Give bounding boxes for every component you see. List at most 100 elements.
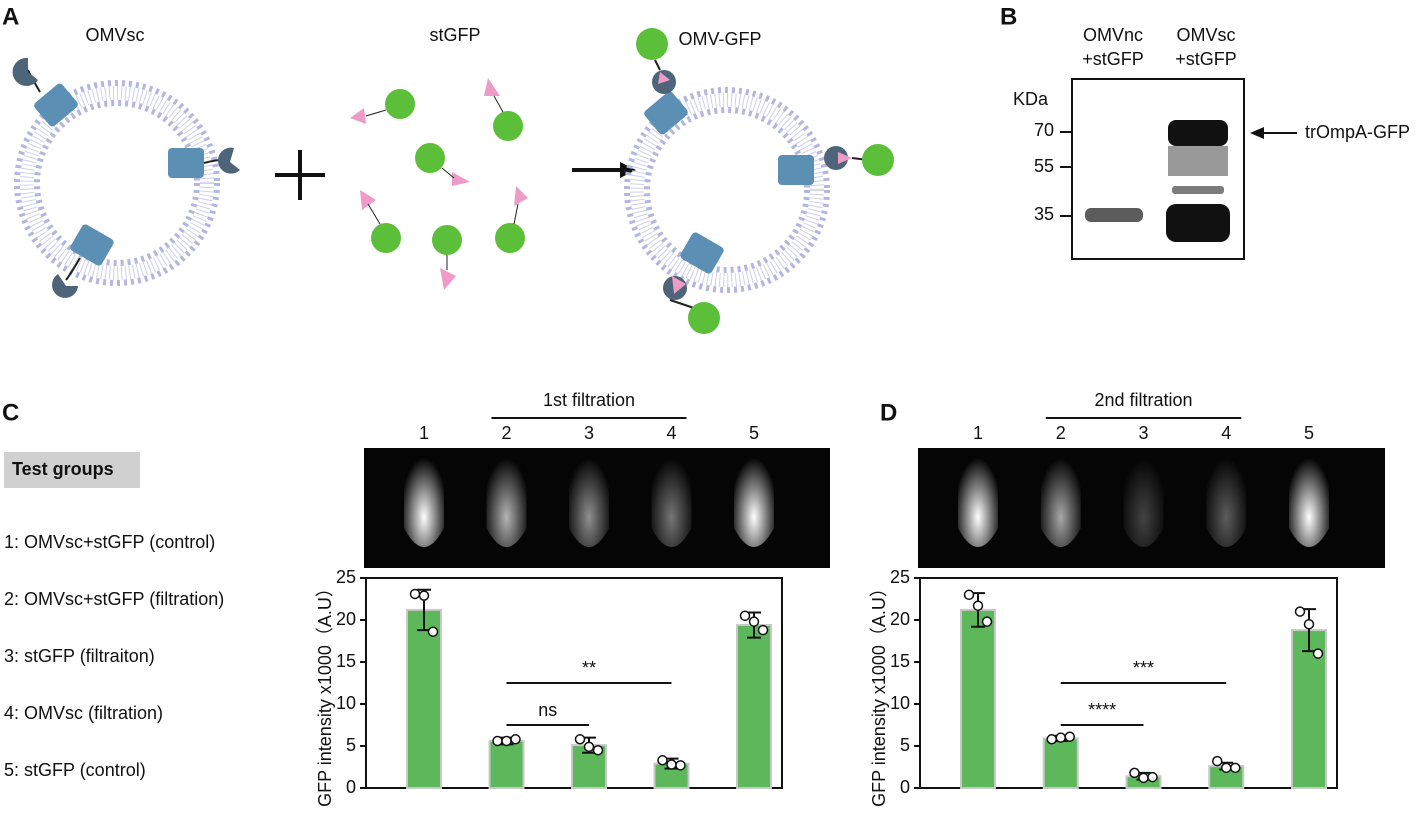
y-tick-label: 20 xyxy=(890,609,910,629)
tube xyxy=(1123,448,1164,547)
legend-box xyxy=(4,452,140,488)
data-point xyxy=(972,600,984,611)
data-point xyxy=(501,735,512,747)
chart-title: 2nd filtration xyxy=(1094,390,1192,410)
significance-label: **** xyxy=(1088,700,1116,720)
y-tick-label: 15 xyxy=(890,651,910,671)
lane-label: +stGFP xyxy=(1082,49,1144,69)
y-tick-label: 20 xyxy=(336,609,356,629)
legend-item: 3: stGFP (filtraiton) xyxy=(4,646,155,666)
vesicle xyxy=(624,28,894,334)
lane-label: OMVnc xyxy=(1083,25,1143,45)
data-point xyxy=(1129,767,1140,779)
data-point xyxy=(963,589,975,601)
bar xyxy=(488,739,525,790)
tube xyxy=(734,448,774,547)
data-point xyxy=(492,735,503,747)
data-point xyxy=(666,759,677,770)
chart-title: 1st filtration xyxy=(543,390,635,410)
data-point xyxy=(1055,732,1066,743)
diagram: OMVsc stGFP OMV-GFP xyxy=(12,25,894,334)
data-point xyxy=(510,734,521,745)
y-tick-label: 10 xyxy=(336,693,356,713)
bar xyxy=(736,624,772,789)
data-point xyxy=(1064,731,1075,743)
diagram-label: OMVsc xyxy=(85,25,144,45)
bar xyxy=(406,608,442,789)
y-tick-label: 15 xyxy=(336,651,356,671)
diagram-label: OMV-GFP xyxy=(678,29,761,49)
panel-label: A xyxy=(2,3,19,30)
tube-label: 2 xyxy=(1056,423,1066,443)
data-point xyxy=(583,741,595,753)
data-point xyxy=(675,760,686,771)
legend-item: 5: stGFP (control) xyxy=(4,760,146,780)
y-tick-label: 25 xyxy=(336,567,356,587)
data-point xyxy=(427,626,439,638)
legend-title: Test groups xyxy=(12,459,114,479)
tube xyxy=(1206,448,1247,547)
data-point xyxy=(1138,772,1149,784)
data-point xyxy=(657,755,668,766)
band-label: trOmpA-GFP xyxy=(1305,122,1410,142)
panel-label: C xyxy=(2,399,19,426)
bar xyxy=(1042,737,1079,790)
western-blot: OMVnc +stGFP OMVsc +stGFP KDa 70 55 35 t… xyxy=(1013,25,1410,260)
tube-label: 1 xyxy=(973,423,983,443)
data-point xyxy=(1212,755,1223,767)
tube-label: 2 xyxy=(501,423,511,443)
significance-label: ** xyxy=(582,658,596,678)
tube xyxy=(569,448,609,547)
y-axis-label: GFP intensity x1000（A.U） xyxy=(315,579,335,807)
data-point xyxy=(1303,618,1315,630)
significance-label: *** xyxy=(1133,658,1154,678)
stgfp xyxy=(350,78,528,290)
y-tick-label: 0 xyxy=(346,777,356,797)
data-point xyxy=(409,588,421,600)
marker-label: 35 xyxy=(1034,204,1054,224)
marker-label: 70 xyxy=(1034,120,1054,140)
significance-label: ns xyxy=(538,700,557,720)
y-tick-label: 5 xyxy=(900,735,910,755)
legend-item: 2: OMVsc+stGFP (filtration) xyxy=(4,589,224,609)
diagram-label: stGFP xyxy=(429,25,480,45)
data-point xyxy=(1294,606,1306,617)
y-tick-label: 0 xyxy=(900,777,910,797)
tube xyxy=(486,448,527,547)
legend-item: 4: OMVsc (filtration) xyxy=(4,703,163,723)
data-point xyxy=(1046,734,1057,745)
data-point xyxy=(1230,762,1241,774)
data-point xyxy=(418,590,430,601)
tube xyxy=(1289,448,1329,547)
bar xyxy=(960,608,996,789)
tube-label: 4 xyxy=(666,423,676,443)
tube-label: 3 xyxy=(1138,423,1148,443)
data-point xyxy=(1147,771,1158,783)
tube-label: 5 xyxy=(749,423,759,443)
marker-label: 55 xyxy=(1034,156,1054,176)
tube xyxy=(651,448,692,547)
tube-label: 4 xyxy=(1221,423,1231,443)
lane-label: +stGFP xyxy=(1175,49,1237,69)
data-point xyxy=(739,610,751,622)
y-tick-label: 25 xyxy=(890,567,910,587)
unit-label: KDa xyxy=(1013,89,1049,109)
lane-label: OMVsc xyxy=(1176,25,1235,45)
data-point xyxy=(574,734,586,745)
data-point xyxy=(748,616,760,627)
tube xyxy=(1040,448,1081,547)
y-axis-label: GFP intensity x1000（A.U） xyxy=(869,579,889,807)
data-point xyxy=(1221,762,1232,774)
panel-label: B xyxy=(1000,3,1017,30)
panel-label: D xyxy=(880,399,897,426)
data-point xyxy=(757,624,769,636)
vesicle xyxy=(12,57,240,298)
tube xyxy=(958,448,998,547)
data-point xyxy=(1312,648,1324,659)
tube-label: 5 xyxy=(1304,423,1314,443)
tube xyxy=(404,448,444,547)
data-point xyxy=(981,616,993,627)
y-tick-label: 10 xyxy=(890,693,910,713)
tube-label: 1 xyxy=(419,423,429,443)
